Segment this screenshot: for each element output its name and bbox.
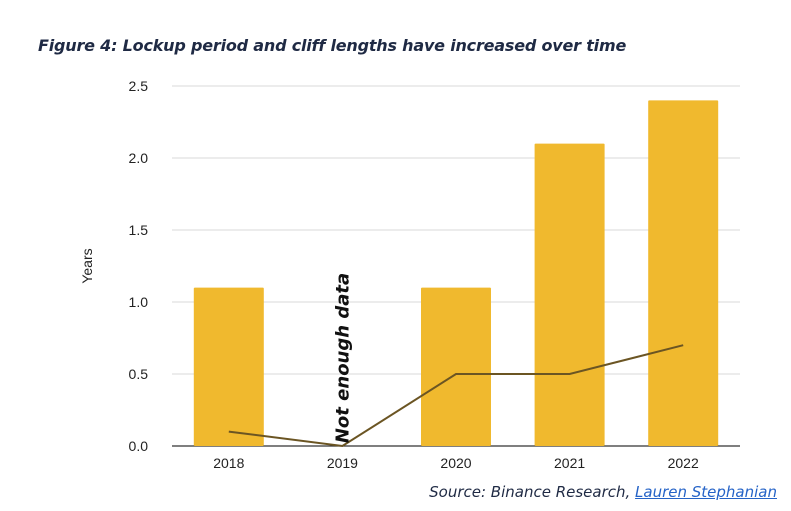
source-caption: Source: Binance Research, Lauren Stephan… [429,483,777,501]
not-enough-data-annotation: Not enough data [332,273,353,443]
source-author-link[interactable]: Lauren Stephanian [635,483,777,501]
bar-2018 [193,287,264,446]
y-tick-label: 0.0 [129,438,149,454]
y-tick-label: 1.0 [129,294,149,310]
cliff-length-line [228,344,684,448]
chart: 0.00.51.01.52.02.5 2018 2019 2020 2021 2022 … [79,78,740,471]
y-axis-label: Years [79,248,95,283]
y-tick-label: 0.5 [129,366,149,382]
y-axis-ticks: 0.0 0.5 1.0 1.5 2.0 2.5 [129,78,149,454]
y-tick-label: 1.5 [129,222,149,238]
bar-series [193,100,719,447]
x-tick-label: 2021 [554,455,585,471]
annotations: Not enough data [332,273,353,443]
line-series [228,344,684,448]
source-prefix: Source: Binance Research, [429,483,636,501]
figure-title: Figure 4: Lockup period and cliff length… [38,36,627,55]
x-tick-label: 2018 [213,455,244,471]
bar-2022 [648,100,719,447]
bar-2021 [534,143,605,446]
y-tick-label: 2.5 [129,78,149,94]
x-tick-label: 2022 [668,455,699,471]
bar-2020 [421,287,491,446]
y-tick-label: 2.0 [129,150,149,166]
x-tick-label: 2019 [327,455,358,471]
x-tick-label: 2020 [440,455,471,471]
x-axis-ticks: 2018 2019 2020 2021 2022 [213,455,699,471]
